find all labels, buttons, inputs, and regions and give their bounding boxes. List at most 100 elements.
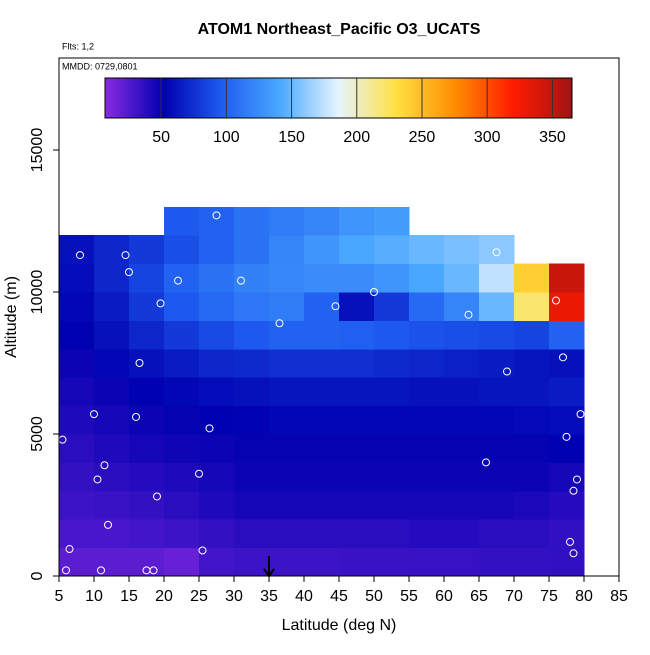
heatmap-cell xyxy=(514,547,550,577)
colorbar xyxy=(104,77,573,119)
colorbar-tick-label: 50 xyxy=(152,129,170,146)
track-point xyxy=(569,549,578,558)
heatmap-cell xyxy=(514,377,550,407)
heatmap-cell xyxy=(199,434,235,463)
heatmap-cell xyxy=(269,292,305,321)
heatmap-cell xyxy=(234,462,270,492)
heatmap-cell xyxy=(199,462,235,492)
heatmap-cell xyxy=(129,320,165,350)
colorbar-tick-label: 100 xyxy=(213,129,240,146)
heatmap-cell xyxy=(479,547,515,577)
heatmap-cell xyxy=(444,292,480,321)
colorbar-tick-label: 150 xyxy=(278,129,305,146)
heatmap-cell xyxy=(164,462,200,492)
heatmap-cell xyxy=(479,292,515,321)
heatmap-cell xyxy=(164,377,200,407)
heatmap-cell xyxy=(234,490,270,520)
heatmap-cell xyxy=(304,490,340,520)
x-tick-label: 5 xyxy=(55,588,64,605)
heatmap-cell xyxy=(129,263,165,293)
heatmap-cell xyxy=(199,377,235,407)
heatmap-cell xyxy=(269,547,305,577)
heatmap-cell xyxy=(164,547,200,577)
y-tick-label: 5000 xyxy=(29,416,46,452)
x-tick-label: 15 xyxy=(120,588,138,605)
x-tick-label: 65 xyxy=(470,588,488,605)
colorbar-tick-label: 300 xyxy=(474,129,501,146)
heatmap-cell xyxy=(409,405,445,435)
track-point xyxy=(492,248,501,257)
heatmap-cell xyxy=(94,547,130,577)
heatmap-cell xyxy=(304,263,340,293)
heatmap-cell xyxy=(444,263,480,293)
heatmap-cell xyxy=(234,206,270,236)
track-point xyxy=(132,412,140,421)
track-point xyxy=(576,410,585,419)
heatmap-cell xyxy=(59,462,95,492)
heatmap-cell xyxy=(374,462,410,492)
track-point xyxy=(93,475,102,484)
heatmap-cell xyxy=(444,490,480,520)
heatmap-cell xyxy=(339,434,375,463)
heatmap-cell xyxy=(269,348,305,378)
heatmap-cell xyxy=(304,405,340,435)
x-tick-label: 55 xyxy=(400,588,418,605)
track-point xyxy=(331,302,340,311)
x-tick-label: 10 xyxy=(85,588,103,605)
heatmap-cell xyxy=(339,490,375,520)
heatmap-cell xyxy=(304,434,340,463)
x-tick-label: 75 xyxy=(540,588,558,605)
heatmap-cell xyxy=(199,235,235,265)
heatmap-cell xyxy=(374,235,410,265)
heatmap-cell xyxy=(129,547,165,577)
track-point xyxy=(76,251,84,260)
heatmap-cell xyxy=(234,292,270,321)
heatmap-cell xyxy=(164,320,200,350)
track-point xyxy=(503,367,511,376)
heatmap-cell xyxy=(514,490,550,520)
heatmap-cell xyxy=(164,519,200,549)
heatmap-cell xyxy=(59,292,95,321)
heatmap-cell xyxy=(199,320,235,350)
heatmap-cell xyxy=(549,377,585,407)
heatmap-cell xyxy=(479,490,515,520)
track-point xyxy=(121,251,130,260)
heatmap-cell xyxy=(304,348,340,378)
x-tick-label: 25 xyxy=(190,588,208,605)
heatmap-cell xyxy=(339,519,375,549)
x-tick-label: 45 xyxy=(330,588,348,605)
heatmap-cell xyxy=(234,348,270,378)
flights-label: Flts: 1,2 xyxy=(62,41,94,51)
track-point xyxy=(125,268,133,277)
track-point xyxy=(212,211,221,220)
heatmap-cell xyxy=(444,405,480,435)
heatmap-cell xyxy=(444,547,480,577)
heatmap-cell xyxy=(59,348,95,378)
y-tick-label: 15000 xyxy=(29,128,46,173)
y-tick-label: 0 xyxy=(29,571,46,580)
heatmap-cell xyxy=(409,320,445,350)
heatmap-cell xyxy=(374,519,410,549)
heatmap-cell xyxy=(479,377,515,407)
heatmap-cell xyxy=(374,348,410,378)
track-point xyxy=(562,432,571,441)
heatmap-cell xyxy=(269,405,305,435)
track-point xyxy=(237,276,245,285)
heatmap-cell xyxy=(549,320,585,350)
heatmap-cell xyxy=(269,235,305,265)
heatmap-cell xyxy=(304,206,340,236)
heatmap-cell xyxy=(199,292,235,321)
heatmap-cell xyxy=(94,405,130,435)
heatmap-cell xyxy=(514,405,550,435)
track-point xyxy=(174,276,182,285)
heatmap-cell xyxy=(444,434,480,463)
heatmap-cell xyxy=(304,519,340,549)
chart-title: ATOM1 Northeast_Pacific O3_UCATS xyxy=(198,21,481,38)
heatmap-cell xyxy=(234,434,270,463)
heatmap-cell xyxy=(549,292,585,321)
x-tick-label: 80 xyxy=(575,588,593,605)
heatmap-cell xyxy=(479,462,515,492)
heatmap-cell xyxy=(164,405,200,435)
heatmap-cell xyxy=(59,547,95,577)
